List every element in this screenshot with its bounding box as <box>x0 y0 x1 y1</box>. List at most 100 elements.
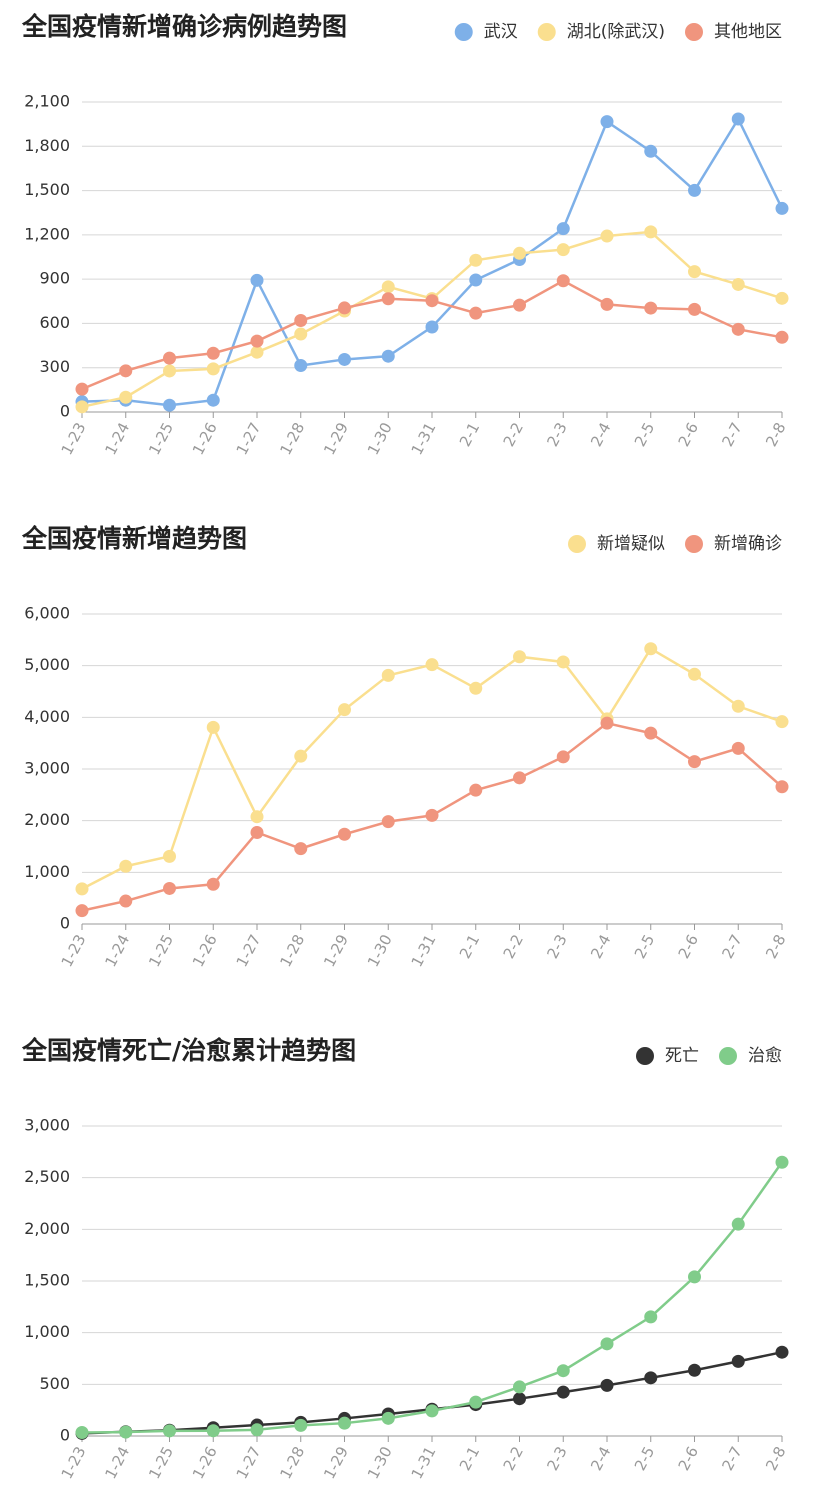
x-tick-label: 2-2 <box>500 1444 527 1474</box>
data-point <box>731 741 745 755</box>
data-point <box>600 229 614 243</box>
x-tick-label: 1-27 <box>233 932 265 971</box>
data-point <box>731 1354 745 1368</box>
data-point <box>338 1416 351 1430</box>
x-tick-label: 1-28 <box>276 420 308 459</box>
data-point <box>119 390 133 404</box>
legend-label: 治愈 <box>748 1046 782 1066</box>
data-point <box>206 362 220 376</box>
y-tick-label: 300 <box>39 357 70 376</box>
data-point <box>75 400 89 414</box>
data-point <box>775 330 789 344</box>
series-line <box>81 1161 784 1434</box>
data-point <box>119 894 133 908</box>
data-point <box>469 1395 483 1409</box>
data-point <box>688 302 701 316</box>
data-point <box>600 297 614 311</box>
chart-title: 全国疫情新增趋势图 <box>21 524 247 553</box>
y-tick-label: 1,000 <box>24 1322 70 1341</box>
x-tick-label: 2-8 <box>762 1444 789 1474</box>
data-point <box>600 1337 614 1351</box>
series-line <box>81 1350 783 1435</box>
x-tick-label: 1-28 <box>276 932 308 971</box>
data-point <box>644 1310 658 1324</box>
chart: 全国疫情新增确诊病例趋势图 其他地区 湖北(除武汉) 武汉 0 300 600 900 1,20… <box>21 12 790 458</box>
data-point <box>381 280 395 294</box>
data-point <box>688 755 701 769</box>
legend-label: 武汉 <box>484 22 518 42</box>
chart-title: 全国疫情死亡/治愈累计趋势图 <box>21 1036 356 1065</box>
x-tick-label: 2-7 <box>718 1444 745 1474</box>
data-point <box>644 642 658 656</box>
legend-marker <box>685 23 703 41</box>
data-point <box>513 1392 526 1406</box>
data-point <box>644 301 658 315</box>
y-tick-label: 5,000 <box>24 655 70 674</box>
x-tick-label: 2-3 <box>543 932 570 962</box>
data-point <box>644 225 658 239</box>
data-point <box>731 277 745 291</box>
y-tick-label: 0 <box>60 1426 70 1445</box>
data-point <box>206 346 220 360</box>
legend-label: 其他地区 <box>714 22 782 42</box>
legend-marker <box>719 1047 737 1065</box>
data-point <box>381 1411 395 1425</box>
chart: 全国疫情新增趋势图 新增确诊 新增疑似 0 1,000 2,000 3,000 4,000 5,… <box>21 524 790 970</box>
data-point <box>425 320 439 334</box>
data-point <box>338 301 351 315</box>
data-point <box>206 1424 220 1438</box>
legend-marker <box>537 23 556 41</box>
data-point <box>513 650 526 664</box>
data-point <box>294 749 308 763</box>
y-tick-label: 1,500 <box>24 1271 70 1290</box>
data-point <box>294 313 308 327</box>
data-point <box>206 720 220 734</box>
y-tick-label: 4,000 <box>24 707 70 726</box>
data-point <box>775 1155 789 1169</box>
data-point <box>644 726 658 740</box>
y-tick-label: 3,000 <box>24 759 70 778</box>
data-point <box>469 783 483 797</box>
x-tick-label: 2-3 <box>543 420 570 450</box>
data-point <box>338 352 351 366</box>
y-tick-label: 900 <box>39 269 70 288</box>
data-point <box>469 306 483 320</box>
x-tick-label: 1-24 <box>101 420 133 459</box>
x-tick-label: 2-5 <box>631 932 658 962</box>
x-tick-label: 1-30 <box>364 932 396 971</box>
legend-marker <box>454 23 473 41</box>
x-tick-label: 1-24 <box>101 932 133 971</box>
data-point <box>513 771 526 785</box>
x-tick-label: 1-30 <box>364 1444 396 1483</box>
data-point <box>119 364 133 378</box>
x-tick-label: 1-26 <box>189 1444 221 1483</box>
data-point <box>513 1380 526 1394</box>
data-point <box>163 398 176 412</box>
x-tick-label: 1-31 <box>408 1444 440 1483</box>
x-tick-label: 2-8 <box>762 420 789 450</box>
x-tick-label: 2-4 <box>587 420 614 450</box>
legend-label: 死亡 <box>665 1046 699 1066</box>
data-point <box>688 667 701 681</box>
data-point <box>163 351 176 365</box>
y-tick-label: 6,000 <box>24 604 70 623</box>
legend-label: 新增确诊 <box>714 534 782 554</box>
y-tick-label: 1,200 <box>24 224 70 243</box>
x-tick-label: 2-2 <box>500 932 527 962</box>
data-point <box>75 382 89 396</box>
data-point <box>381 815 395 829</box>
data-point <box>119 859 133 873</box>
data-point <box>425 294 439 308</box>
data-point <box>469 253 483 267</box>
x-tick-label: 2-3 <box>543 1444 570 1474</box>
data-point <box>556 1364 570 1378</box>
data-point <box>250 345 264 359</box>
data-point <box>731 1217 745 1231</box>
data-point <box>600 115 614 129</box>
data-point <box>556 655 570 669</box>
data-point <box>338 827 351 841</box>
x-tick-label: 1-24 <box>101 1444 133 1483</box>
x-tick-label: 2-6 <box>675 1444 702 1474</box>
x-tick-label: 1-23 <box>58 1444 90 1483</box>
